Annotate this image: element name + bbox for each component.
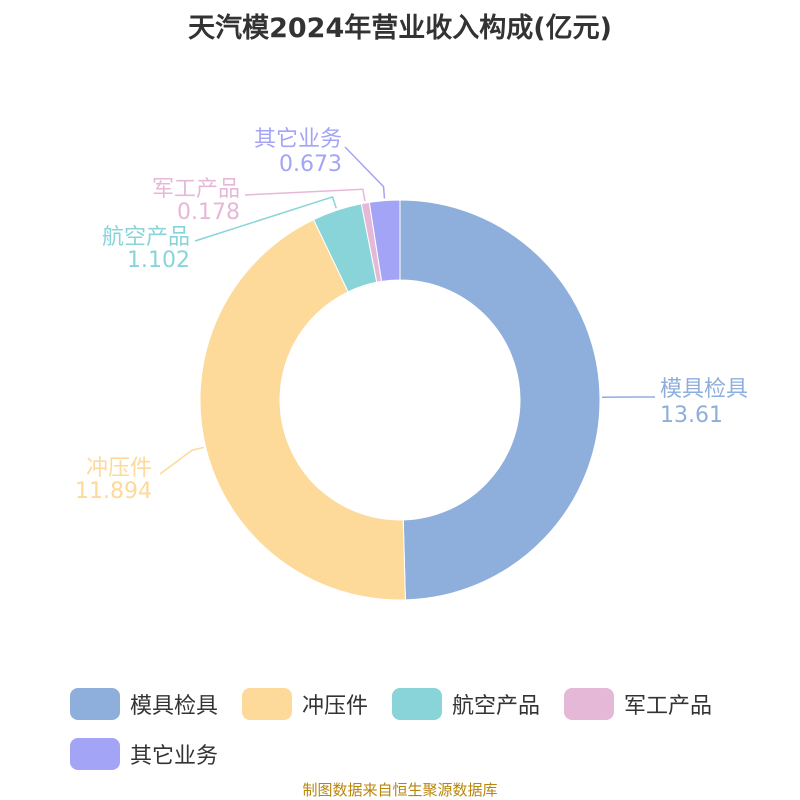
slice-label-其它业务: 其它业务	[254, 127, 342, 152]
legend-item-其它业务[interactable]: 其它业务	[70, 738, 218, 770]
legend-swatch	[564, 688, 615, 720]
data-source-note: 制图数据来自恒生聚源数据库	[302, 781, 498, 799]
slice-label-航空产品: 航空产品	[102, 225, 190, 250]
legend-item-模具检具[interactable]: 模具检具	[70, 688, 218, 720]
legend-label: 模具检具	[130, 694, 219, 719]
legend-label: 军工产品	[624, 694, 713, 719]
leader-line-冲压件	[159, 446, 204, 475]
slice-value-冲压件: 11.894	[75, 479, 152, 504]
slice-冲压件[interactable]	[199, 218, 406, 601]
slice-value-航空产品: 1.102	[127, 248, 190, 273]
slice-label-冲压件: 冲压件	[86, 456, 152, 481]
legend-swatch	[392, 688, 443, 720]
slice-模具检具[interactable]	[399, 199, 601, 601]
slice-其它业务[interactable]	[368, 199, 401, 282]
slice-value-其它业务: 0.673	[279, 152, 342, 177]
legend-item-军工产品[interactable]: 军工产品	[564, 688, 712, 720]
legend-swatch	[70, 738, 120, 770]
legend-label: 航空产品	[452, 694, 541, 719]
leader-line-军工产品	[244, 188, 366, 202]
legend-swatch	[242, 688, 293, 720]
legend-label: 冲压件	[302, 694, 369, 719]
chart-title: 天汽模2024年营业收入构成(亿元)	[188, 13, 612, 44]
legend-label: 其它业务	[130, 744, 219, 769]
leader-line-航空产品	[194, 195, 338, 242]
slice-label-模具检具: 模具检具	[660, 377, 748, 402]
chart-legend: 模具检具 冲压件 航空产品 军工产品其它业务	[70, 688, 770, 770]
legend-item-冲压件[interactable]: 冲压件	[242, 688, 368, 720]
slice-value-军工产品: 0.178	[177, 200, 240, 225]
leader-line-其它业务	[344, 146, 386, 199]
legend-swatch	[70, 688, 120, 720]
slice-value-模具检具: 13.61	[660, 403, 723, 428]
slice-label-军工产品: 军工产品	[152, 177, 240, 202]
legend-item-航空产品[interactable]: 航空产品	[392, 688, 540, 720]
